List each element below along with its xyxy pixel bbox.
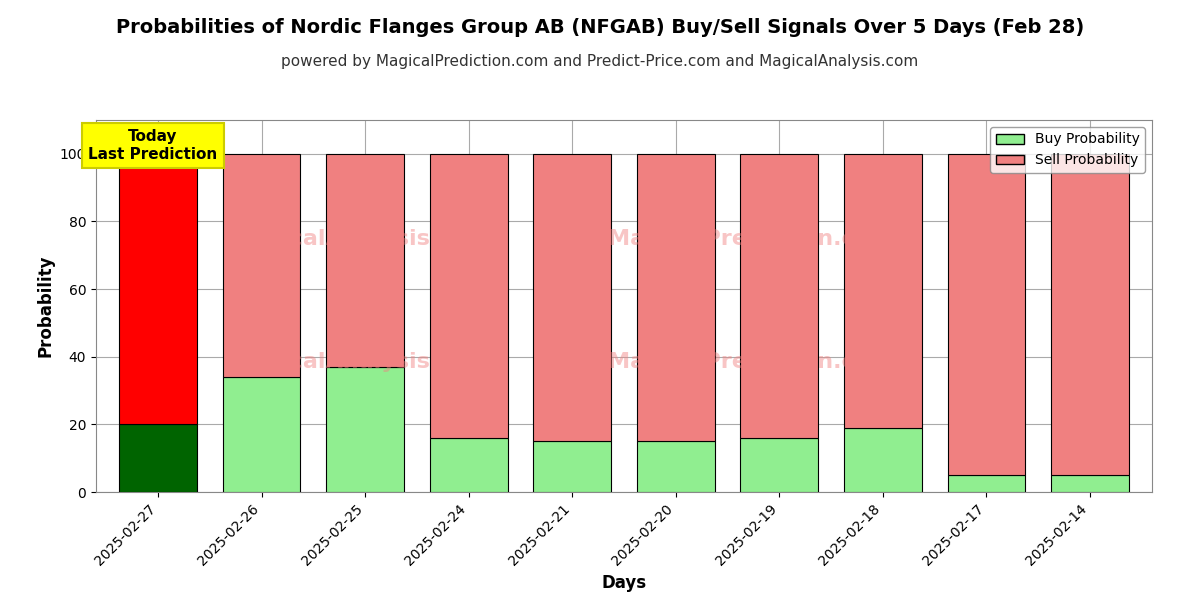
Bar — [119, 154, 197, 424]
Bar — [740, 154, 818, 438]
Bar — [948, 154, 1025, 475]
Bar — [637, 154, 714, 441]
Bar — [223, 154, 300, 377]
Bar — [740, 438, 818, 492]
Bar — [534, 441, 611, 492]
Bar — [1051, 475, 1129, 492]
Text: MagicalPrediction.com: MagicalPrediction.com — [608, 229, 894, 249]
Y-axis label: Probability: Probability — [36, 255, 54, 357]
Bar — [844, 154, 922, 428]
Text: MagicalAnalysis.com: MagicalAnalysis.com — [229, 229, 491, 249]
Bar — [326, 154, 404, 367]
Text: MagicalAnalysis.com: MagicalAnalysis.com — [229, 352, 491, 372]
Bar — [430, 154, 508, 438]
Bar — [119, 424, 197, 492]
Bar — [223, 377, 300, 492]
Bar — [430, 438, 508, 492]
Bar — [534, 154, 611, 441]
Legend: Buy Probability, Sell Probability: Buy Probability, Sell Probability — [990, 127, 1145, 173]
Text: MagicalPrediction.com: MagicalPrediction.com — [608, 352, 894, 372]
Bar — [326, 367, 404, 492]
Text: powered by MagicalPrediction.com and Predict-Price.com and MagicalAnalysis.com: powered by MagicalPrediction.com and Pre… — [281, 54, 919, 69]
Bar — [948, 475, 1025, 492]
Bar — [1051, 154, 1129, 475]
Bar — [637, 441, 714, 492]
X-axis label: Days: Days — [601, 574, 647, 592]
Text: Today
Last Prediction: Today Last Prediction — [89, 129, 217, 161]
Bar — [844, 428, 922, 492]
Text: Probabilities of Nordic Flanges Group AB (NFGAB) Buy/Sell Signals Over 5 Days (F: Probabilities of Nordic Flanges Group AB… — [116, 18, 1084, 37]
